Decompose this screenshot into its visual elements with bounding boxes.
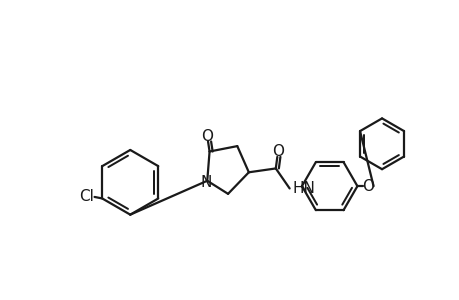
Text: O: O bbox=[361, 178, 373, 194]
Text: O: O bbox=[272, 144, 284, 159]
Text: O: O bbox=[201, 129, 213, 144]
Text: Cl: Cl bbox=[79, 189, 94, 204]
Text: HN: HN bbox=[292, 181, 315, 196]
Text: N: N bbox=[201, 175, 212, 190]
